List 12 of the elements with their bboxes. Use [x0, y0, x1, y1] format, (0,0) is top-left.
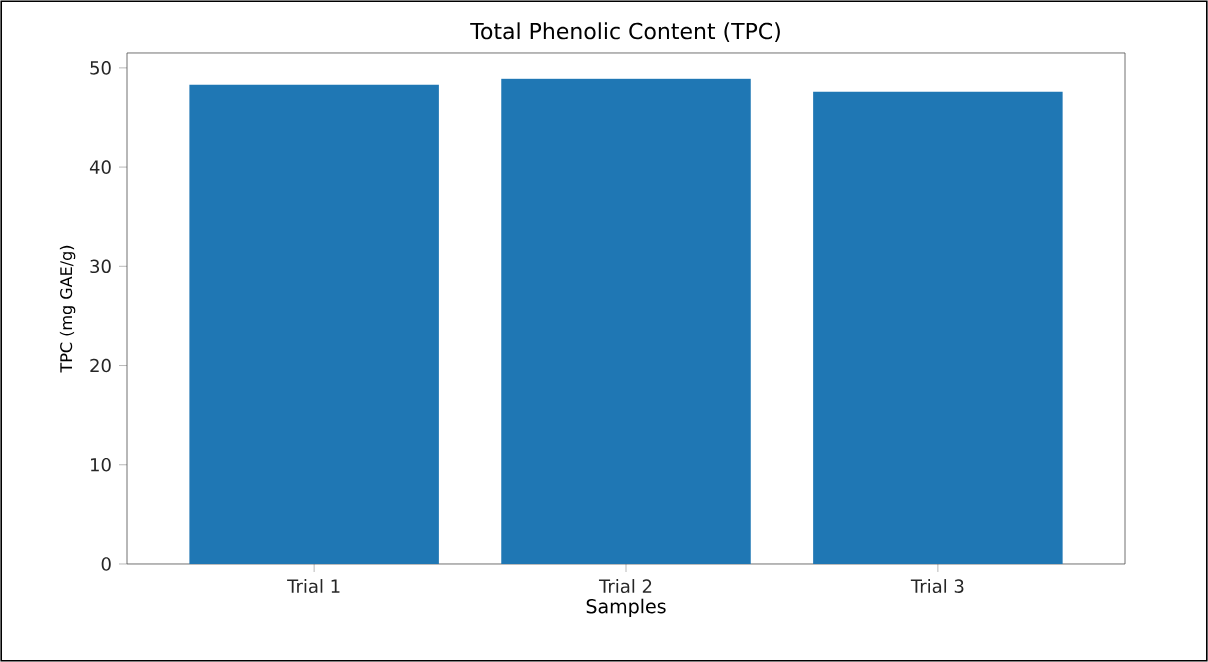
y-tick-label: 40	[89, 160, 111, 174]
y-tick-label: 0	[101, 557, 111, 571]
x-tick-label: Trial 3	[910, 579, 964, 593]
x-tick-label: Trial 2	[598, 579, 652, 593]
x-axis-title: Samples	[586, 598, 666, 618]
chart-title: Total Phenolic Content (TPC)	[470, 22, 780, 42]
y-tick-label: 30	[90, 259, 111, 274]
y-tick-label: 50	[90, 61, 111, 75]
y-axis-title: TPC (mg GAE/g)	[59, 245, 76, 373]
y-tick-label: 20	[90, 358, 111, 373]
y-tick-label: 10	[91, 457, 111, 472]
x-tick-label: Trial 1	[287, 579, 340, 593]
